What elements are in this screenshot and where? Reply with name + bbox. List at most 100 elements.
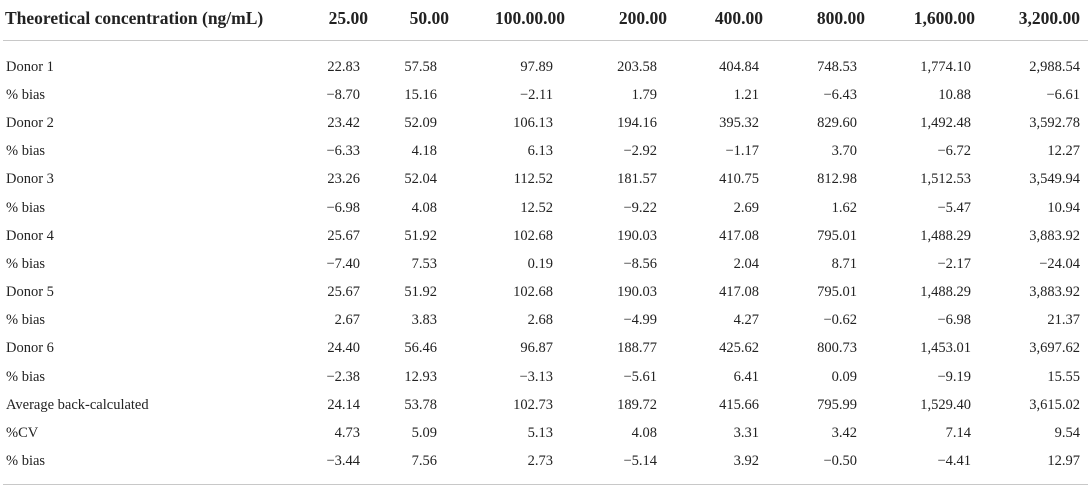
table-cell: 2.04 (733, 255, 759, 272)
table-cell: −2.92 (623, 143, 657, 160)
table-cell: −4.99 (623, 312, 657, 329)
table-cell: 97.89 (520, 58, 553, 75)
header-concentration-5: 400.00 (675, 0, 771, 41)
table-cell: 415.66 (719, 396, 759, 413)
table-cell: 23.26 (327, 171, 360, 188)
header-concentration-3: 100.00.00 (457, 0, 573, 41)
table-cell: 4.27 (733, 312, 759, 329)
table-cell: 102.68 (513, 227, 553, 244)
table-cell: 189.72 (617, 396, 657, 413)
table-cell: 4.73 (334, 425, 360, 442)
row-label: Donor 1 (6, 58, 54, 75)
table-cell: 102.68 (513, 284, 553, 301)
table-cell: −6.72 (937, 143, 971, 160)
table-cell: −0.50 (823, 453, 857, 470)
table-cell: 3.92 (733, 453, 759, 470)
table-cell: 4.18 (411, 143, 437, 160)
table-cell: 112.52 (513, 171, 553, 188)
table-cell: 23.42 (327, 114, 360, 131)
table-cell: 10.88 (938, 86, 971, 103)
table-cell: −8.70 (326, 86, 360, 103)
table-cell: 1,774.10 (920, 58, 971, 75)
table-cell: 188.77 (617, 340, 657, 357)
header-label: Theoretical concentration (ng/mL) (3, 0, 285, 41)
table-cell: 22.83 (327, 58, 360, 75)
table-cell: 12.97 (1047, 453, 1080, 470)
header-concentration-8: 3,200.00 (983, 0, 1088, 41)
row-label: Donor 6 (6, 340, 54, 357)
table-cell: 6.41 (733, 368, 759, 385)
table-cell: −5.47 (937, 199, 971, 216)
table-cell: 24.40 (327, 340, 360, 357)
table-cell: 7.14 (945, 425, 971, 442)
table-cell: 748.53 (817, 58, 857, 75)
header-concentration-2: 50.00 (376, 0, 457, 41)
table-cell: 194.16 (617, 114, 657, 131)
table-cell: 829.60 (817, 114, 857, 131)
table-cell: 5.13 (527, 425, 553, 442)
table-cell: 3.83 (411, 312, 437, 329)
table-row: % bias −3.44 7.56 2.73 −5.14 3.92 −0.50 −4.41 12… (3, 448, 1088, 476)
table-cell: 7.56 (411, 453, 437, 470)
table-cell: −9.19 (937, 368, 971, 385)
table-cell: 0.09 (831, 368, 857, 385)
table-cell: 1,453.01 (920, 340, 971, 357)
table-row: % bias −2.38 12.93 −3.13 −5.61 6.41 0.09 −9.19 1… (3, 363, 1088, 391)
table-cell: 812.98 (817, 171, 857, 188)
table-cell: 57.58 (404, 58, 437, 75)
table-cell: 2,988.54 (1029, 58, 1080, 75)
row-label: %CV (6, 425, 39, 442)
table-row: % bias −6.33 4.18 6.13 −2.92 −1.17 3.70 −6.72 12… (3, 138, 1088, 166)
table-cell: 3,592.78 (1029, 114, 1080, 131)
table-cell: 3,615.02 (1029, 396, 1080, 413)
table-cell: 1.62 (831, 199, 857, 216)
row-label: % bias (6, 86, 46, 103)
table-cell: 12.93 (404, 368, 437, 385)
table-cell: 9.54 (1054, 425, 1080, 442)
table-cell: 4.08 (411, 199, 437, 216)
table-cell: −7.40 (326, 255, 360, 272)
table-cell: −24.04 (1039, 255, 1080, 272)
row-label: Average back-calculated (6, 396, 149, 413)
table-cell: 2.67 (334, 312, 360, 329)
row-label: Donor 2 (6, 114, 54, 131)
table-row: % bias −7.40 7.53 0.19 −8.56 2.04 8.71 −2.17 −24… (3, 250, 1088, 278)
table-row: Donor 3 23.26 52.04 112.52 181.57 410.75 812.9… (3, 166, 1088, 194)
table-cell: 795.99 (817, 396, 857, 413)
table-cell: 1.21 (733, 86, 759, 103)
table-cell: −4.41 (937, 453, 971, 470)
table-cell: 51.92 (404, 227, 437, 244)
table-cell: 15.55 (1047, 368, 1080, 385)
table-cell: 404.84 (719, 58, 759, 75)
table-cell: 3,883.92 (1029, 227, 1080, 244)
table-cell: −1.17 (725, 143, 759, 160)
header-concentration-4: 200.00 (573, 0, 675, 41)
table-cell: 795.01 (817, 227, 857, 244)
table-cell: 3.70 (831, 143, 857, 160)
table-body: Donor 1 22.83 57.58 97.89 203.58 404.84 748.53… (3, 41, 1088, 476)
table-cell: −5.14 (623, 453, 657, 470)
table-cell: 53.78 (404, 396, 437, 413)
table-cell: 395.32 (719, 114, 759, 131)
table-cell: −3.13 (519, 368, 553, 385)
table-cell: 2.68 (527, 312, 553, 329)
table-cell: 96.87 (520, 340, 553, 357)
row-label: Donor 3 (6, 171, 54, 188)
table-cell: −2.38 (326, 368, 360, 385)
table-cell: 1,529.40 (920, 396, 971, 413)
table-cell: 21.37 (1047, 312, 1080, 329)
table-cell: −6.98 (937, 312, 971, 329)
table-cell: 425.62 (719, 340, 759, 357)
table-row: %CV 4.73 5.09 5.13 4.08 3.31 3.42 7.14 9.54 (3, 419, 1088, 447)
header-concentration-7: 1,600.00 (873, 0, 983, 41)
table-cell: 1.79 (631, 86, 657, 103)
table-cell: −6.43 (823, 86, 857, 103)
table-cell: 3,549.94 (1029, 171, 1080, 188)
table-cell: 15.16 (404, 86, 437, 103)
table-row: % bias −6.98 4.08 12.52 −9.22 2.69 1.62 −5.47 10… (3, 194, 1088, 222)
table-row: Donor 1 22.83 57.58 97.89 203.58 404.84 748.53… (3, 53, 1088, 81)
table-cell: −6.61 (1046, 86, 1080, 103)
row-label: % bias (6, 368, 46, 385)
table-row: Donor 4 25.67 51.92 102.68 190.03 417.08 795.0… (3, 222, 1088, 250)
table-cell: 25.67 (327, 227, 360, 244)
